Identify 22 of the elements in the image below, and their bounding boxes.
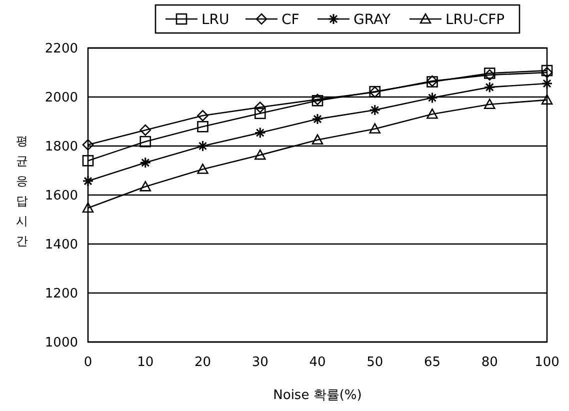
x-tick-label: 30 xyxy=(252,355,268,370)
x-tick-label: 10 xyxy=(137,355,154,370)
x-tick-label: 20 xyxy=(194,355,212,370)
legend-label: CF xyxy=(282,12,300,28)
y-tick-label: 1400 xyxy=(44,238,78,253)
y-tick-label: 1600 xyxy=(44,188,78,204)
y-tick-label: 1800 xyxy=(44,140,78,155)
y-tick-label: 2200 xyxy=(44,42,78,57)
x-tick-label: 0 xyxy=(84,355,92,370)
legend-label: LRU xyxy=(202,12,230,28)
x-tick-label: 65 xyxy=(424,355,441,370)
x-tick-label: 50 xyxy=(366,355,384,370)
y-tick-label: 1200 xyxy=(44,286,78,302)
y-tick-label: 2000 xyxy=(44,90,78,106)
y-axis-title: 평균응답시간 xyxy=(16,134,28,248)
x-tick-label: 100 xyxy=(534,355,560,370)
x-tick-label: 80 xyxy=(481,355,498,370)
x-axis-title: Noise 확률(%) xyxy=(273,388,362,403)
legend-label: GRAY xyxy=(354,12,391,28)
x-tick-label: 40 xyxy=(309,355,326,370)
y-tick-label: 1000 xyxy=(44,336,78,351)
legend-label: LRU-CFP xyxy=(446,12,505,28)
